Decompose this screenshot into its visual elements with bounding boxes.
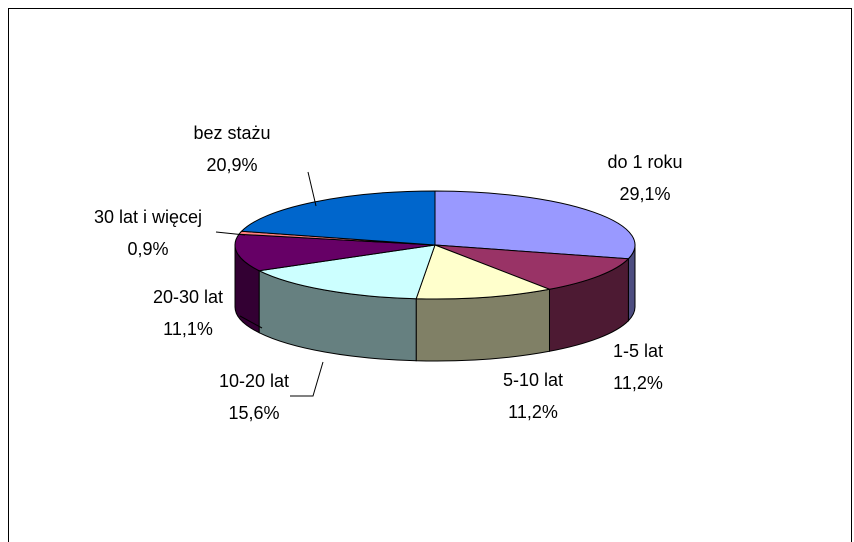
slice-label: 10-20 lat — [219, 371, 289, 391]
slice-label: 5-10 lat — [503, 370, 563, 390]
pie-slice — [257, 244, 436, 300]
pie-slice — [240, 190, 436, 246]
leader-line — [307, 171, 317, 207]
pie-side — [415, 288, 550, 362]
slice-value-label: 11,2% — [508, 402, 558, 422]
pie-slice — [415, 244, 552, 300]
slice-value-label: 0,9% — [127, 239, 168, 259]
slice-value-label: 11,1% — [163, 319, 213, 339]
slice-label: bez stażu — [193, 123, 270, 143]
leader-line — [215, 231, 246, 236]
pie-slice — [234, 233, 436, 272]
slice-label: do 1 roku — [607, 152, 682, 172]
slice-value-label: 20,9% — [206, 155, 257, 175]
leader-line — [239, 315, 263, 329]
pie — [234, 190, 636, 362]
leader-line — [290, 361, 324, 397]
labels: do 1 roku 29,1% 1-5 lat 11,2% 5-10 lat 11,2% 1… — [94, 123, 683, 423]
slice-label: 20-30 lat — [153, 287, 223, 307]
slice-value-label: 15,6% — [228, 403, 279, 423]
slice-label: 1-5 lat — [613, 341, 663, 361]
pie-slice — [434, 244, 630, 290]
slice-label: 30 lat i więcej — [94, 207, 202, 227]
slice-value-label: 11,2% — [613, 373, 663, 393]
pie-slice — [434, 190, 636, 260]
slice-value-label: 29,1% — [619, 184, 670, 204]
